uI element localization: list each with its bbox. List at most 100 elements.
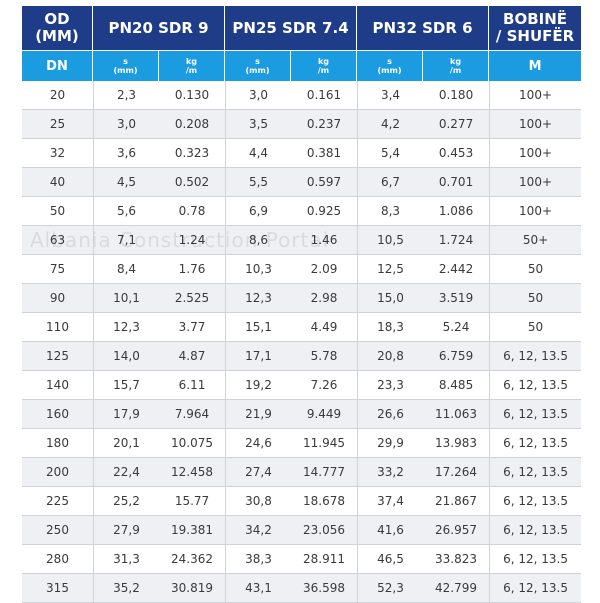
header-row-sub: DN s (mm) kg/m s (mm) kg/m s (mm) kg/m M <box>22 50 582 81</box>
cell-kg-pn32: 0.701 <box>423 168 490 197</box>
cell-coil-length: 6, 12, 13.5 <box>489 342 582 371</box>
cell-kg-pn32: 26.957 <box>423 516 490 545</box>
cell-s-pn20: 7,1 <box>93 226 159 255</box>
cell-kg-pn20: 30.819 <box>159 574 226 603</box>
cell-dn: 200 <box>22 458 93 487</box>
cell-coil-length: 6, 12, 13.5 <box>489 371 582 400</box>
table-row: 63 7,1 1.24 8,6 1.46 10,5 1.724 50+ <box>22 226 582 255</box>
cell-kg-pn20: 0.502 <box>159 168 226 197</box>
cell-kg-pn25: 5.78 <box>291 342 358 371</box>
table-row: 125 14,0 4.87 17,1 5.78 20,8 6.759 6, 12, 13.5 <box>22 342 582 371</box>
cell-dn: 250 <box>22 516 93 545</box>
cell-dn: 140 <box>22 371 93 400</box>
cell-s-pn20: 20,1 <box>93 429 159 458</box>
cell-kg-pn25: 23.056 <box>291 516 358 545</box>
cell-dn: 40 <box>22 168 93 197</box>
cell-kg-pn25: 1.46 <box>291 226 358 255</box>
cell-s-pn25: 4,4 <box>225 139 292 168</box>
header-pn25: PN25 SDR 7.4 <box>225 6 358 50</box>
cell-s-pn32: 37,4 <box>357 487 424 516</box>
cell-dn: 90 <box>22 284 93 313</box>
cell-kg-pn32: 8.485 <box>423 371 490 400</box>
cell-kg-pn25: 0.597 <box>291 168 358 197</box>
cell-s-pn32: 29,9 <box>357 429 424 458</box>
cell-s-pn20: 25,2 <box>93 487 159 516</box>
cell-dn: 25 <box>22 110 93 139</box>
cell-s-pn20: 35,2 <box>93 574 159 603</box>
cell-s-pn20: 3,0 <box>93 110 159 139</box>
cell-kg-pn25: 36.598 <box>291 574 358 603</box>
cell-kg-pn20: 3.77 <box>159 313 226 342</box>
table-row: 20 2,3 0.130 3,0 0.161 3,4 0.180 100+ <box>22 81 582 110</box>
cell-kg-pn20: 0.208 <box>159 110 226 139</box>
cell-kg-pn25: 11.945 <box>291 429 358 458</box>
cell-kg-pn20: 6.11 <box>159 371 226 400</box>
cell-kg-pn20: 0.323 <box>159 139 226 168</box>
cell-kg-pn20: 10.075 <box>159 429 226 458</box>
subheader-s-pn32: s (mm) <box>357 50 424 81</box>
table-row: 140 15,7 6.11 19,2 7.26 23,3 8.485 6, 12, 13.5 <box>22 371 582 400</box>
cell-coil-length: 6, 12, 13.5 <box>489 458 582 487</box>
cell-kg-pn20: 15.77 <box>159 487 226 516</box>
cell-kg-pn32: 11.063 <box>423 400 490 429</box>
cell-dn: 280 <box>22 545 93 574</box>
cell-dn: 110 <box>22 313 93 342</box>
subheader-s-pn20: s (mm) <box>93 50 159 81</box>
cell-s-pn32: 8,3 <box>357 197 424 226</box>
cell-kg-pn25: 0.925 <box>291 197 358 226</box>
cell-coil-length: 100+ <box>489 197 582 226</box>
header-pn32: PN32 SDR 6 <box>357 6 490 50</box>
table-row: 225 25,2 15.77 30,8 18.678 37,4 21.867 6, 12, 1… <box>22 487 582 516</box>
cell-s-pn25: 30,8 <box>225 487 292 516</box>
cell-kg-pn25: 0.381 <box>291 139 358 168</box>
cell-s-pn32: 15,0 <box>357 284 424 313</box>
cell-s-pn25: 19,2 <box>225 371 292 400</box>
cell-kg-pn25: 18.678 <box>291 487 358 516</box>
cell-kg-pn32: 42.799 <box>423 574 490 603</box>
cell-s-pn32: 4,2 <box>357 110 424 139</box>
table-row: 40 4,5 0.502 5,5 0.597 6,7 0.701 100+ <box>22 168 582 197</box>
cell-kg-pn25: 7.26 <box>291 371 358 400</box>
cell-s-pn25: 21,9 <box>225 400 292 429</box>
cell-s-pn20: 10,1 <box>93 284 159 313</box>
cell-coil-length: 6, 12, 13.5 <box>489 400 582 429</box>
cell-kg-pn20: 1.76 <box>159 255 226 284</box>
table-row: 32 3,6 0.323 4,4 0.381 5,4 0.453 100+ <box>22 139 582 168</box>
table-row: 315 35,2 30.819 43,1 36.598 52,3 42.799 6, 12, … <box>22 574 582 603</box>
table-row: 110 12,3 3.77 15,1 4.49 18,3 5.24 50 <box>22 313 582 342</box>
cell-s-pn20: 3,6 <box>93 139 159 168</box>
cell-coil-length: 6, 12, 13.5 <box>489 429 582 458</box>
cell-s-pn25: 17,1 <box>225 342 292 371</box>
cell-kg-pn20: 0.130 <box>159 81 226 110</box>
header-od-mm: OD (MM) <box>22 6 93 50</box>
cell-coil-length: 100+ <box>489 168 582 197</box>
cell-kg-pn25: 28.911 <box>291 545 358 574</box>
cell-s-pn32: 41,6 <box>357 516 424 545</box>
cell-kg-pn32: 21.867 <box>423 487 490 516</box>
table-row: 280 31,3 24.362 38,3 28.911 46,5 33.823 6, 12, … <box>22 545 582 574</box>
cell-kg-pn25: 14.777 <box>291 458 358 487</box>
cell-s-pn32: 10,5 <box>357 226 424 255</box>
cell-kg-pn25: 0.237 <box>291 110 358 139</box>
cell-coil-length: 50 <box>489 284 582 313</box>
cell-s-pn32: 33,2 <box>357 458 424 487</box>
cell-s-pn32: 6,7 <box>357 168 424 197</box>
cell-s-pn25: 34,2 <box>225 516 292 545</box>
table-row: 90 10,1 2.525 12,3 2.98 15,0 3.519 50 <box>22 284 582 313</box>
cell-s-pn20: 15,7 <box>93 371 159 400</box>
cell-kg-pn32: 0.277 <box>423 110 490 139</box>
cell-s-pn32: 5,4 <box>357 139 424 168</box>
table-body: 20 2,3 0.130 3,0 0.161 3,4 0.180 100+ 25 3,0 0.208… <box>22 81 582 603</box>
cell-coil-length: 6, 12, 13.5 <box>489 516 582 545</box>
cell-kg-pn32: 17.264 <box>423 458 490 487</box>
cell-coil-length: 6, 12, 13.5 <box>489 487 582 516</box>
cell-s-pn25: 8,6 <box>225 226 292 255</box>
cell-coil-length: 100+ <box>489 81 582 110</box>
cell-dn: 225 <box>22 487 93 516</box>
cell-kg-pn32: 3.519 <box>423 284 490 313</box>
cell-s-pn20: 17,9 <box>93 400 159 429</box>
cell-kg-pn32: 2.442 <box>423 255 490 284</box>
cell-kg-pn25: 9.449 <box>291 400 358 429</box>
cell-s-pn32: 18,3 <box>357 313 424 342</box>
cell-s-pn25: 5,5 <box>225 168 292 197</box>
